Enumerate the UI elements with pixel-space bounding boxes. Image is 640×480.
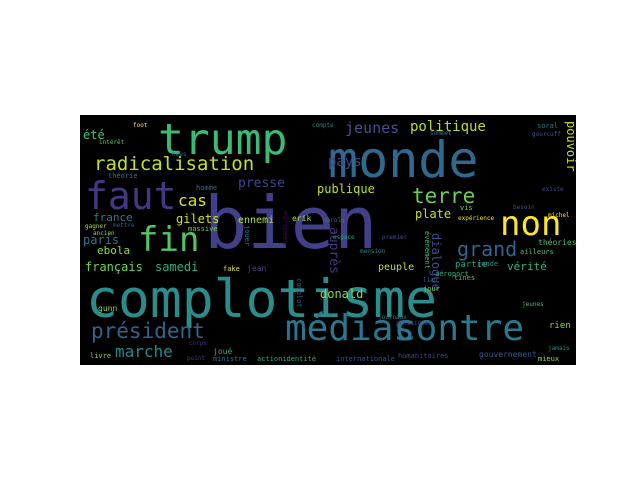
word: humanitaires [398,352,449,360]
word: trump [158,115,288,165]
word: donald [320,287,364,301]
word: presse [238,176,285,191]
word: samedi [155,260,199,274]
word: gouvernement [479,350,537,359]
word: gunn [98,304,118,313]
word: jeunes [522,301,544,308]
word: lieu [423,277,438,284]
word: joué [213,347,233,356]
word: news [172,151,187,158]
word: aéroport [435,270,469,278]
word: massive [188,225,218,233]
word: cas [178,191,207,210]
word: partie [455,260,488,270]
word: mettre [113,222,135,229]
word: président [91,319,205,343]
word: ailleurs [520,248,554,256]
word: espace [333,234,355,241]
word: parole [323,217,345,224]
word: homme [196,184,218,192]
word: foot [133,122,148,129]
word: livre [90,352,112,360]
word: france [93,211,133,224]
word: complot [295,278,303,308]
word: point [187,355,206,362]
word: terre [412,184,476,208]
word: rien [549,321,571,331]
word: jean [247,264,267,273]
word: tines [454,274,476,282]
word: corps [189,340,208,347]
word: existe [542,186,564,193]
word: politique [410,119,486,135]
word: fake [223,265,240,273]
word: européen [281,211,289,245]
word: complotisme [86,269,437,330]
word: actionidentité [257,355,317,363]
word: ronde [477,260,499,268]
word: plate [415,207,452,221]
word: intérêt [99,139,125,146]
word: compte [312,122,334,129]
word: événement [423,231,431,269]
word: ancien [93,230,115,237]
word: bien [204,181,378,265]
word: ebola [97,244,131,257]
word: pays [328,154,362,170]
word: ennemi [238,215,275,226]
word: michel [548,212,570,219]
word: politiques [396,320,433,327]
word: soral [537,122,559,130]
word: besoin [513,204,535,211]
word: jamais [548,345,570,352]
word: marche [115,342,173,361]
word: peuple [378,262,415,273]
word: français [85,260,143,274]
word: monde [328,131,479,189]
word: internationale [336,355,396,363]
word: radicalisation [94,153,255,175]
word: jouer [243,225,251,247]
word: grand [457,237,518,261]
word: journaux [378,314,407,321]
word: médias [285,308,416,349]
word: été [83,128,105,142]
word: vis [460,204,473,212]
word: mieux [538,355,560,363]
word: gilets [176,212,220,226]
word: théorie [108,172,138,180]
word: gagner [85,223,107,230]
word: théories [538,238,576,247]
word: premier [382,234,408,241]
word: pouvoir [564,121,576,172]
word: erik [292,214,312,223]
word: contre [394,308,525,349]
word: publique [317,182,375,196]
word: sommet [430,130,452,137]
word: expérience [458,215,495,222]
word: paris [83,233,120,247]
word: jeunes [345,119,400,137]
word: ministre [213,355,247,363]
word: fin [138,220,200,260]
word: jour [423,285,440,293]
word: mension [360,248,386,255]
word: gourcuff [532,131,561,138]
word: faut [85,174,177,218]
word: vérité [507,260,547,273]
word: non [500,204,562,244]
word-cloud: complotisme bien monde trump médias cont… [80,115,576,365]
